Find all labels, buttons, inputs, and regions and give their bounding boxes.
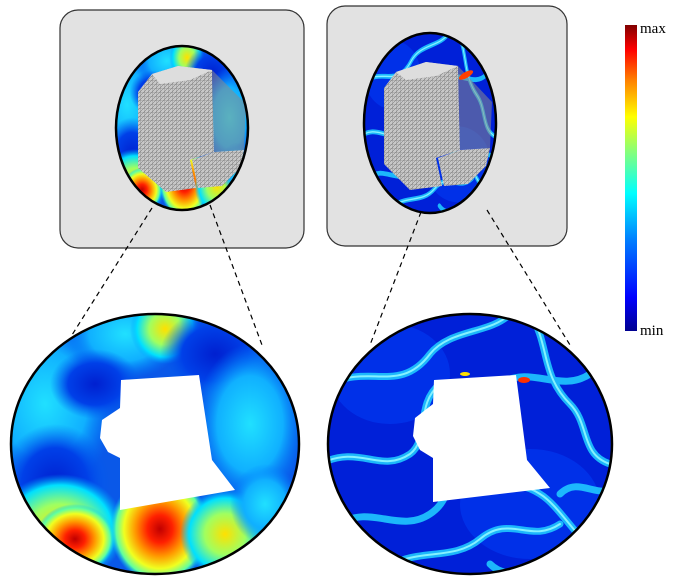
right-top-field — [350, 19, 510, 226]
left-bottom-field — [11, 314, 299, 574]
right-top-mesh — [384, 62, 492, 190]
left-bottom-cutout — [100, 375, 235, 510]
right-bottom-circle — [326, 312, 614, 576]
left-bottom-circle — [9, 312, 301, 576]
colorbar — [625, 25, 637, 331]
zoom-lines-left — [71, 204, 263, 346]
right-top-circle — [362, 31, 498, 215]
colorbar-min-label: min — [640, 323, 664, 339]
left-top-mesh — [138, 66, 246, 192]
right-bottom-cutout — [413, 375, 550, 502]
right-bottom-field — [300, 294, 640, 581]
left-top-field — [116, 46, 248, 210]
colorbar-max-label: max — [640, 21, 666, 37]
left-top-circle — [114, 44, 250, 212]
zoom-lines-right — [369, 209, 571, 346]
